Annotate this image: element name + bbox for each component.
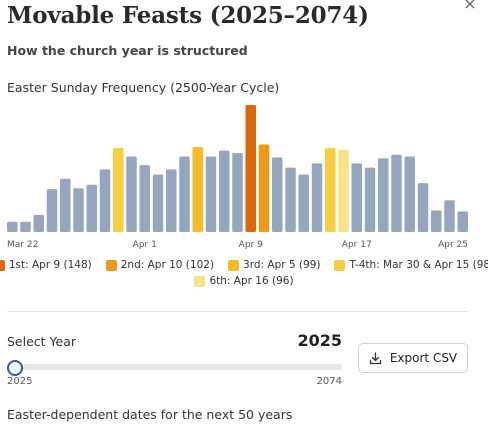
- bar-apr-24[interactable]: [444, 200, 455, 232]
- x-tick-label: Apr 25: [438, 240, 468, 250]
- bar-apr-16[interactable]: [338, 149, 349, 232]
- bar-mar-25[interactable]: [46, 189, 58, 232]
- bar-apr-2[interactable]: [152, 174, 164, 232]
- bar-apr-14[interactable]: [311, 163, 323, 232]
- bar-apr-21[interactable]: [404, 156, 416, 232]
- bar-mar-31[interactable]: [126, 156, 137, 232]
- bar-apr-5[interactable]: [192, 147, 204, 232]
- bar-apr-7[interactable]: [219, 150, 230, 232]
- x-tick-label: Apr 1: [133, 240, 157, 250]
- x-tick-label: Apr 9: [239, 240, 263, 250]
- bar-apr-3[interactable]: [166, 169, 177, 232]
- bar-mar-27[interactable]: [73, 188, 84, 232]
- export-csv-label: Export CSV: [389, 351, 458, 365]
- legend-item: 3rd: Apr 5 (99): [228, 259, 320, 271]
- legend-item: 1st: Apr 9 (148): [0, 259, 92, 271]
- bar-apr-12[interactable]: [285, 167, 296, 232]
- bar-apr-18[interactable]: [364, 167, 376, 232]
- year-slider-track[interactable]: [7, 364, 342, 370]
- bar-apr-4[interactable]: [179, 156, 190, 232]
- bar-apr-20[interactable]: [391, 154, 402, 232]
- slider-min-label: 2025: [7, 376, 33, 387]
- bar-mar-29[interactable]: [99, 169, 111, 232]
- bar-mar-23[interactable]: [20, 221, 31, 232]
- legend-label: 6th: Apr 16 (96): [209, 275, 294, 287]
- legend-label: 1st: Apr 9 (148): [8, 259, 92, 271]
- bar-mar-30[interactable]: [113, 147, 124, 232]
- bar-apr-11[interactable]: [272, 157, 283, 232]
- legend-swatch: [228, 259, 240, 271]
- x-tick-label: Mar 22: [7, 240, 38, 250]
- bar-apr-10[interactable]: [258, 144, 270, 232]
- section-divider: [7, 311, 468, 312]
- bar-apr-17[interactable]: [351, 163, 363, 232]
- page-title: Movable Feasts (2025–2074): [7, 2, 369, 29]
- chart-legend: 1st: Apr 9 (148) 2nd: Apr 10 (102) 3rd: Ap…: [0, 259, 488, 291]
- bar-mar-22[interactable]: [7, 221, 18, 232]
- easter-frequency-chart: Mar 22 Apr 1 Apr 9 Apr 17 Apr 25: [7, 105, 469, 250]
- bar-apr-25[interactable]: [457, 211, 469, 232]
- bar-apr-9[interactable]: [245, 105, 257, 232]
- slider-max-label: 2074: [316, 376, 342, 387]
- bar-apr-19[interactable]: [378, 158, 389, 232]
- legend-item: 2nd: Apr 10 (102): [105, 259, 215, 271]
- selected-year-value: 2025: [297, 331, 342, 350]
- legend-label: T-4th: Mar 30 & Apr 15 (98): [349, 259, 488, 271]
- export-csv-button[interactable]: Export CSV: [358, 343, 468, 373]
- x-tick-label: Apr 17: [342, 240, 372, 250]
- bar-apr-13[interactable]: [298, 174, 310, 232]
- bar-apr-6[interactable]: [205, 156, 217, 232]
- page-subtitle: How the church year is structured: [7, 43, 248, 58]
- year-slider-thumb[interactable]: [7, 360, 23, 376]
- bar-mar-26[interactable]: [60, 178, 71, 232]
- bar-apr-15[interactable]: [325, 147, 336, 232]
- bar-apr-1[interactable]: [139, 165, 151, 232]
- bar-apr-23[interactable]: [431, 210, 442, 232]
- bar-mar-24[interactable]: [33, 214, 45, 232]
- footer-description: Easter-dependent dates for the next 50 y…: [7, 407, 293, 422]
- bar-apr-22[interactable]: [417, 183, 429, 232]
- legend-row: 6th: Apr 16 (96): [0, 275, 488, 287]
- legend-row: 1st: Apr 9 (148) 2nd: Apr 10 (102) 3rd: Ap…: [0, 259, 488, 271]
- close-icon[interactable]: ×: [463, 0, 477, 13]
- legend-swatch: [194, 275, 206, 287]
- legend-item: 6th: Apr 16 (96): [194, 275, 294, 287]
- legend-swatch: [105, 259, 117, 271]
- bar-mar-28[interactable]: [86, 184, 98, 232]
- legend-label: 3rd: Apr 5 (99): [243, 259, 321, 271]
- select-year-label: Select Year: [7, 334, 77, 349]
- chart-title: Easter Sunday Frequency (2500-Year Cycle…: [7, 80, 280, 95]
- legend-swatch: [0, 259, 5, 271]
- download-icon: [369, 351, 381, 364]
- bar-apr-8[interactable]: [232, 153, 243, 232]
- legend-item: T-4th: Mar 30 & Apr 15 (98): [334, 259, 488, 271]
- legend-label: 2nd: Apr 10 (102): [120, 259, 215, 271]
- legend-swatch: [334, 259, 346, 271]
